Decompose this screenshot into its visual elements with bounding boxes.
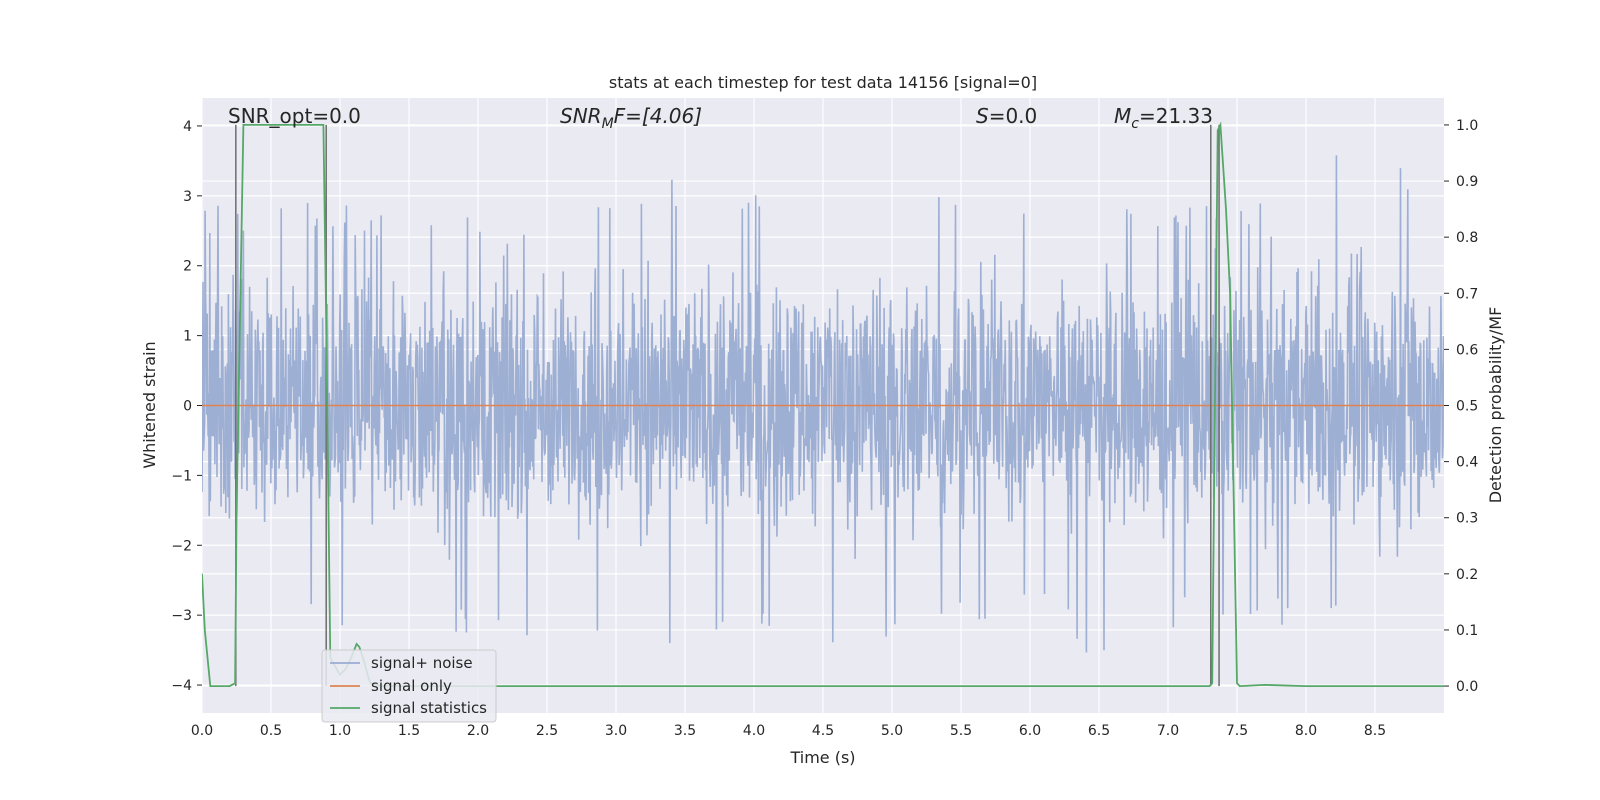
y-tick-label: 3 bbox=[183, 189, 192, 205]
y-right-tick-label: 0.0 bbox=[1456, 679, 1478, 695]
x-tick-label: 3.5 bbox=[674, 723, 696, 739]
x-tick-label: 8.5 bbox=[1364, 723, 1386, 739]
y-right-tick-label: 1.0 bbox=[1456, 118, 1478, 134]
annotation-snr-mf: SNRMF=[4.06] bbox=[560, 104, 702, 132]
legend-entry-signal-statistics: signal statistics bbox=[371, 699, 487, 717]
y-right-tick-label: 0.2 bbox=[1456, 567, 1478, 583]
x-tick-label: 4.5 bbox=[812, 723, 834, 739]
x-tick-label: 0.5 bbox=[260, 723, 282, 739]
y-tick-label: 1 bbox=[183, 329, 192, 345]
annotation-snr-opt: SNR_opt=0.0 bbox=[228, 104, 361, 128]
x-tick-label: 7.0 bbox=[1157, 723, 1179, 739]
x-axis-label: Time (s) bbox=[789, 748, 855, 767]
x-tick-label: 2.5 bbox=[536, 723, 558, 739]
y-tick-label: −4 bbox=[171, 678, 192, 694]
y-tick-label: 4 bbox=[183, 119, 192, 135]
x-tick-label: 7.5 bbox=[1226, 723, 1248, 739]
y-right-tick-label: 0.9 bbox=[1456, 174, 1478, 190]
y-right-tick-label: 0.1 bbox=[1456, 623, 1478, 639]
tick-labels: 0.0 0.5 1.0 1.5 2.0 2.5 3.0 3.5 4.0 4.5 5.0 5.5 6.0 6… bbox=[171, 118, 1478, 739]
x-tick-label: 3.0 bbox=[605, 723, 627, 739]
annotation-s: S=0.0 bbox=[976, 104, 1037, 128]
y-right-tick-label: 0.6 bbox=[1456, 342, 1478, 358]
annotation-mc: Mc=21.33 bbox=[1114, 104, 1213, 132]
y-axis-label: Whitened strain bbox=[140, 341, 159, 468]
y-right-tick-label: 0.8 bbox=[1456, 230, 1478, 246]
annotation-mc-base: M bbox=[1114, 104, 1131, 128]
x-tick-label: 2.0 bbox=[467, 723, 489, 739]
y-right-tick-label: 0.5 bbox=[1456, 399, 1478, 415]
x-tick-label: 4.0 bbox=[743, 723, 765, 739]
annotation-s-base: S bbox=[976, 104, 989, 128]
x-tick-label: 0.0 bbox=[191, 723, 213, 739]
y-right-tick-label: 0.7 bbox=[1456, 286, 1478, 302]
y-right-tick-label: 0.3 bbox=[1456, 511, 1478, 527]
legend-entry-signal-noise: signal+ noise bbox=[371, 654, 473, 672]
x-tick-label: 6.0 bbox=[1019, 723, 1041, 739]
annotation-snr-mf-base: SNR bbox=[560, 104, 602, 128]
annotation-snr-mf-value: F=[4.06] bbox=[614, 104, 702, 128]
x-tick-label: 1.0 bbox=[329, 723, 351, 739]
legend-entry-signal-only: signal only bbox=[371, 677, 452, 695]
x-tick-label: 8.0 bbox=[1295, 723, 1317, 739]
x-tick-label: 1.5 bbox=[398, 723, 420, 739]
series-signal-noise bbox=[202, 155, 1444, 653]
annotation-mc-value: =21.33 bbox=[1139, 104, 1213, 128]
y-tick-label: 2 bbox=[183, 259, 192, 275]
y-tick-label: −1 bbox=[171, 468, 192, 484]
annotation-snr-mf-subscript: M bbox=[602, 116, 614, 132]
y-right-tick-label: 0.4 bbox=[1456, 455, 1478, 471]
annotation-mc-subscript: c bbox=[1131, 116, 1139, 132]
x-tick-label: 5.5 bbox=[950, 723, 972, 739]
x-tick-label: 5.0 bbox=[881, 723, 903, 739]
legend-box bbox=[321, 649, 497, 723]
y-axis-right-label: Detection probability/MF bbox=[1486, 307, 1505, 504]
x-tick-label: 6.5 bbox=[1088, 723, 1110, 739]
legend: signal+ noise signal only signal statist… bbox=[321, 649, 497, 723]
y-tick-label: −2 bbox=[171, 538, 192, 554]
annotation-s-value: =0.0 bbox=[989, 104, 1038, 128]
y-tick-label: −3 bbox=[171, 608, 192, 624]
chart-title: stats at each timestep for test data 141… bbox=[609, 73, 1037, 92]
y-tick-label: 0 bbox=[183, 399, 192, 415]
